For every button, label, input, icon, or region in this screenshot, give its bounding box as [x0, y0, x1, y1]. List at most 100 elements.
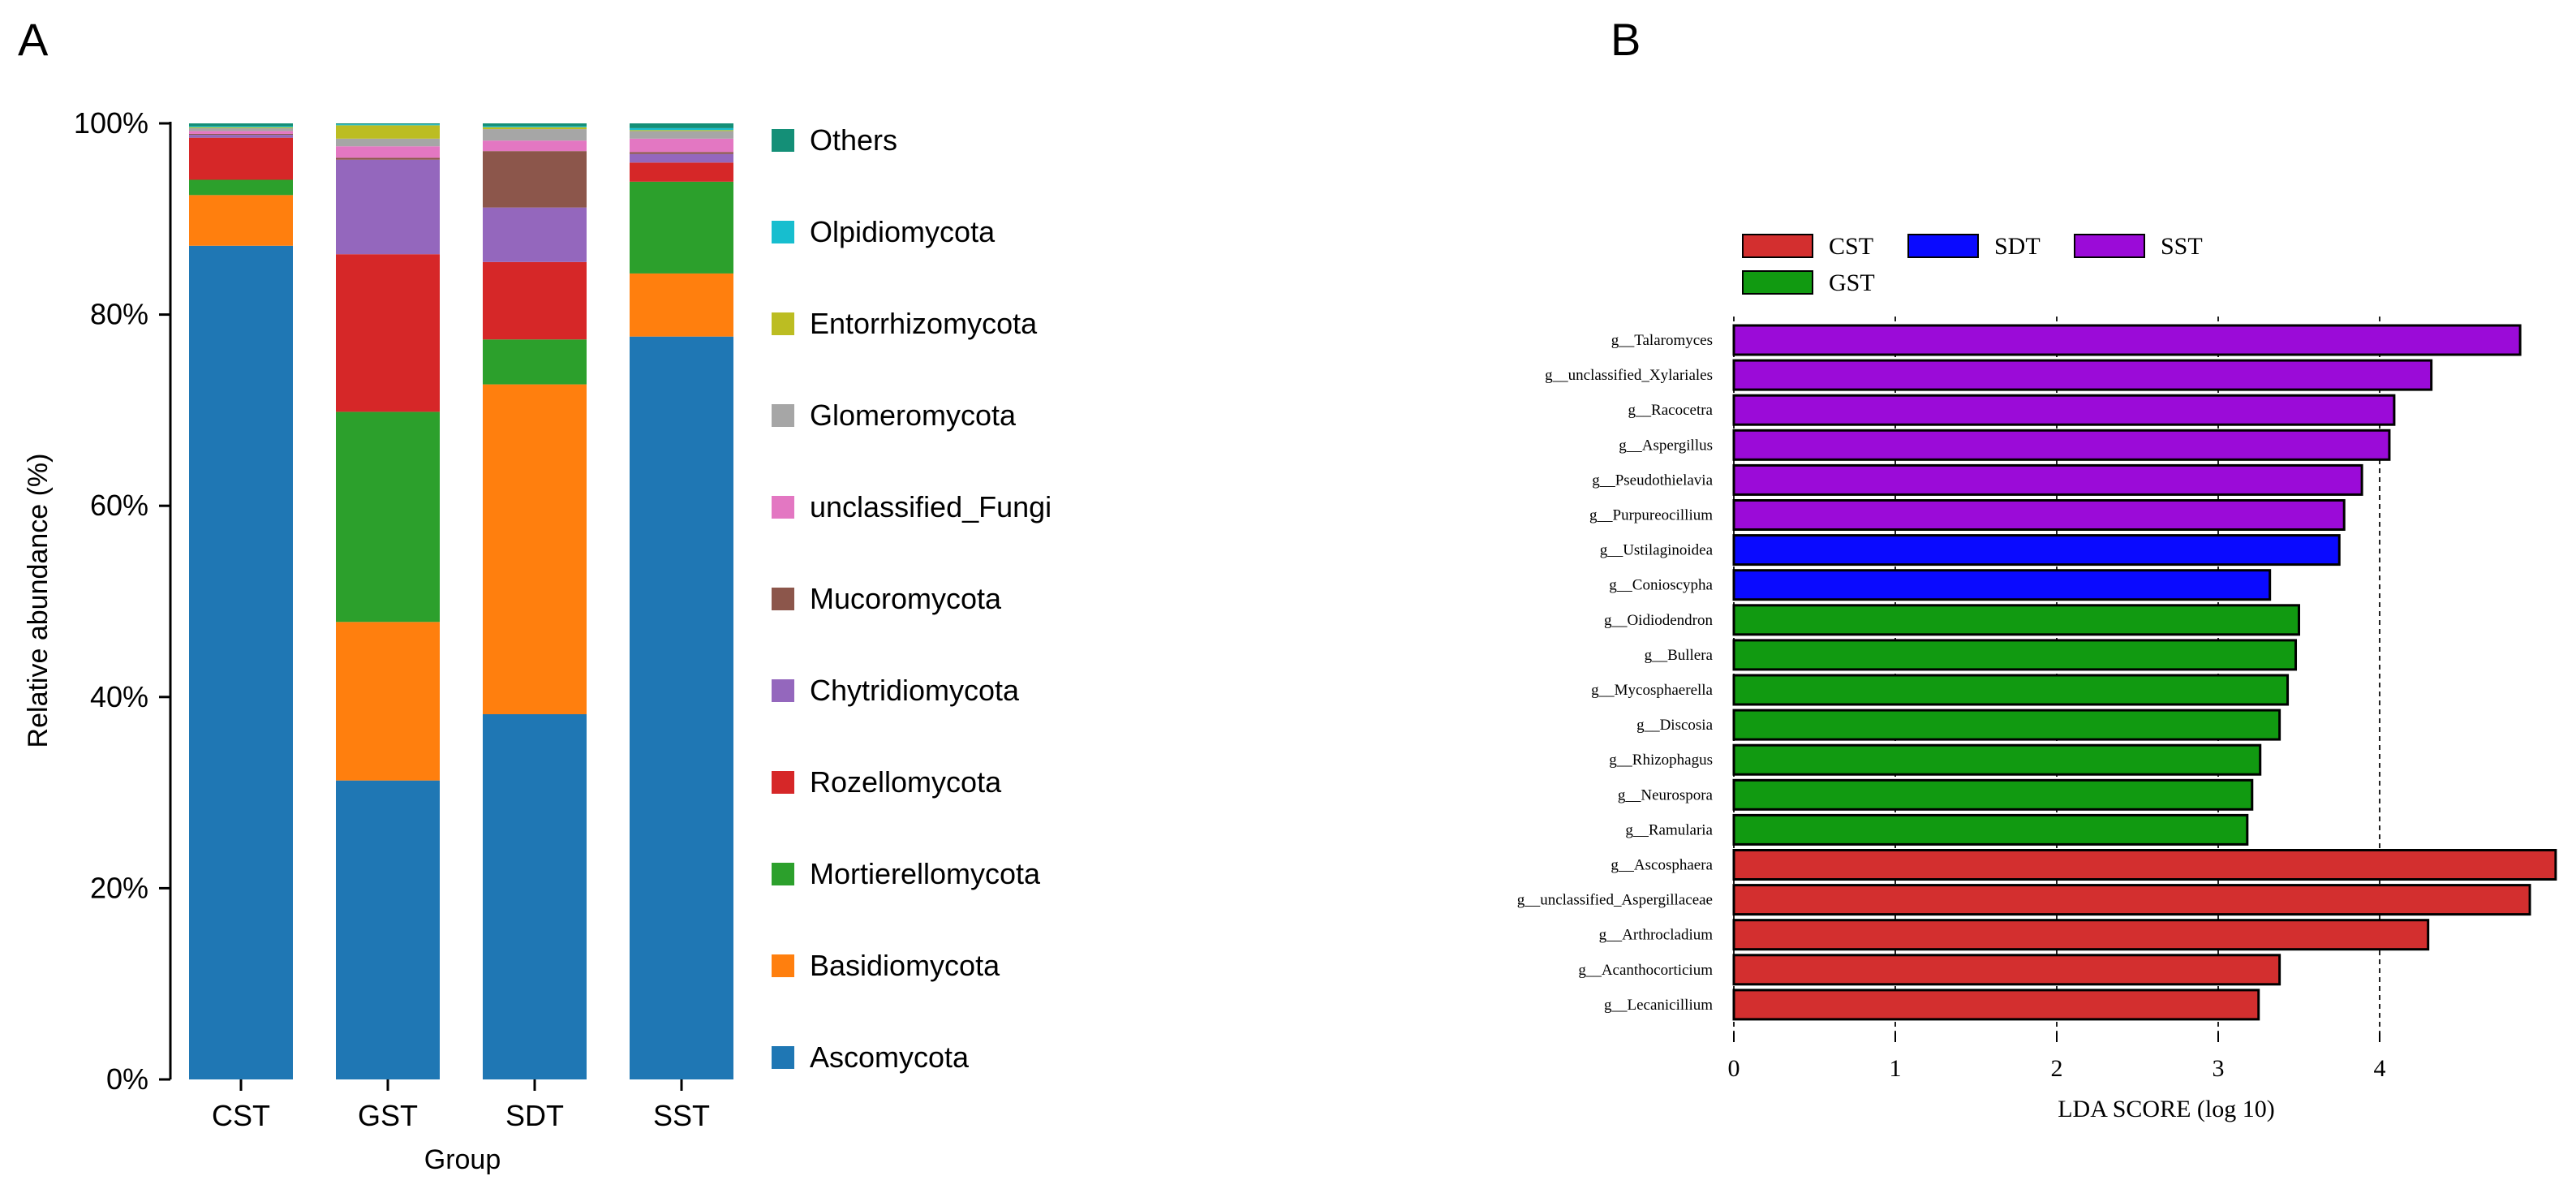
- bar-segment-sdt-rozellomycota: [483, 261, 587, 340]
- legend: CST SDT SST GST: [1742, 233, 2203, 296]
- lda-bar-unclassified_aspergillaceae: [1732, 884, 2531, 916]
- legend-label: Others: [810, 123, 897, 157]
- bar-segment-sst-unclassified_fungi: [630, 138, 733, 153]
- bar-segment-sst-others: [630, 123, 733, 128]
- taxon-label: g__Mycosphaerella: [1591, 682, 1713, 699]
- x-tick-label: CST: [212, 1099, 270, 1132]
- legend-swatch: [772, 221, 794, 243]
- bar-segment-sdt-basidiomycota: [483, 384, 587, 715]
- x-tick-label: 3: [2213, 1055, 2225, 1082]
- bar-segment-gst-olpidiomycota: [336, 124, 440, 126]
- lda-bar-discosia: [1732, 709, 2281, 741]
- taxon-label: g__Oidiodendron: [1604, 612, 1714, 629]
- bar-segment-sdt-chytridiomycota: [483, 207, 587, 262]
- legend-swatch: [772, 954, 794, 977]
- y-tick-label: 60%: [90, 489, 148, 522]
- bar-segment-cst-glomeromycota: [189, 127, 293, 131]
- lda-bar-pseudothielavia: [1732, 463, 2363, 496]
- lda-bar-racocetra: [1732, 394, 2396, 426]
- taxon-label: g__unclassified_Aspergillaceae: [1517, 892, 1713, 909]
- stacked-bar-chart: 0% 20% 40% 60% 80% 100% CST GST SDT SST Group Re…: [23, 106, 1051, 1175]
- legend-label: unclassified_Fungi: [810, 490, 1051, 523]
- bar-segment-sdt-mucoromycota: [483, 151, 587, 208]
- legend-swatch: [772, 771, 794, 794]
- legend-label: Ascomycota: [810, 1040, 970, 1074]
- x-axis-title: LDA SCORE (log 10): [2058, 1096, 2275, 1122]
- legend-swatch: [772, 129, 794, 152]
- bar-segment-cst-ascomycota: [189, 245, 293, 1080]
- bar-segment-gst-unclassified_fungi: [336, 146, 440, 158]
- y-tick-label: 0%: [106, 1062, 148, 1096]
- x-ticks: 0 1 2 3 4: [1728, 1032, 2386, 1082]
- x-tick-label: 4: [2374, 1055, 2386, 1082]
- lda-bar-mycosphaerella: [1732, 674, 2290, 706]
- bar-segment-cst-mucoromycota: [189, 133, 293, 136]
- bar-segment-sdt-entorrhizomycota: [483, 127, 587, 130]
- bar-segment-sst-mucoromycota: [630, 152, 733, 154]
- legend-label: Basidiomycota: [810, 949, 1000, 982]
- lda-bar-chart: g__Talaromyces g__unclassified_Xylariales…: [1517, 233, 2557, 1122]
- legend-label: SST: [2161, 233, 2203, 260]
- lda-bar-acanthocorticium: [1732, 954, 2281, 986]
- bar-segment-cst-others: [189, 123, 293, 127]
- legend-label: Chytridiomycota: [810, 674, 1020, 707]
- bar-segment-cst-mortierellomycota: [189, 179, 293, 196]
- bar-segment-sst-glomeromycota: [630, 131, 733, 139]
- bar-segment-gst-entorrhizomycota: [336, 125, 440, 139]
- legend-label: Entorrhizomycota: [810, 307, 1038, 340]
- legend-label: GST: [1829, 269, 1875, 296]
- panel-b-label: B: [1611, 14, 1641, 65]
- taxon-label: g__Purpureocillium: [1589, 507, 1713, 524]
- legend-swatch: [2074, 234, 2145, 258]
- legend-swatch: [772, 312, 794, 335]
- taxon-label: g__Ascosphaera: [1611, 857, 1713, 874]
- stacked-bars: [189, 123, 733, 1080]
- taxon-label: g__Ramularia: [1625, 821, 1713, 838]
- lda-bar-rhizophagus: [1732, 743, 2262, 776]
- x-tick-label: 2: [2051, 1055, 2063, 1082]
- lda-bar-bullera: [1732, 639, 2298, 671]
- x-tick-label: GST: [358, 1099, 418, 1132]
- legend-label: Mortierellomycota: [810, 857, 1041, 890]
- bar-segment-gst-mucoromycota: [336, 157, 440, 160]
- taxon-label: g__Neurospora: [1618, 786, 1714, 803]
- legend-swatch: [772, 588, 794, 610]
- bar-segment-gst-mortierellomycota: [336, 411, 440, 623]
- bar-segment-gst-ascomycota: [336, 780, 440, 1079]
- legend-swatch: [1907, 234, 1979, 258]
- bar-segment-gst-basidiomycota: [336, 622, 440, 781]
- lda-bar-unclassified_xylariales: [1732, 359, 2433, 391]
- lda-bar-ramularia: [1732, 813, 2249, 846]
- taxon-label: g__Racocetra: [1628, 402, 1714, 419]
- x-tick-label: 1: [1890, 1055, 1902, 1082]
- bar-segment-sdt-others: [483, 123, 587, 127]
- lda-bar-lecanicillium: [1732, 989, 2260, 1021]
- legend: Others Olpidiomycota Entorrhizomycota Glome…: [772, 123, 1051, 1074]
- bar-segment-gst-chytridiomycota: [336, 159, 440, 255]
- y-ticks: 0% 20% 40% 60% 80% 100%: [74, 106, 170, 1096]
- x-tick-label: 0: [1728, 1055, 1740, 1082]
- bar-segment-cst-entorrhizomycota: [189, 127, 293, 128]
- bar-segment-cst-chytridiomycota: [189, 135, 293, 138]
- bar-segment-gst-rozellomycota: [336, 254, 440, 412]
- legend-swatch: [772, 863, 794, 885]
- bar-segment-cst-rozellomycota: [189, 137, 293, 180]
- legend-swatch: [772, 404, 794, 427]
- bar-segment-sst-rozellomycota: [630, 162, 733, 182]
- legend-label: CST: [1829, 233, 1873, 260]
- taxon-label: g__Ustilaginoidea: [1600, 542, 1714, 559]
- bar-segment-gst-glomeromycota: [336, 138, 440, 147]
- x-axis-title: Group: [424, 1144, 501, 1175]
- taxon-label: g__unclassified_Xylariales: [1545, 367, 1713, 384]
- x-tick-label: SDT: [505, 1099, 564, 1132]
- lda-bar-talaromyces: [1732, 324, 2522, 356]
- bar-segment-cst-basidiomycota: [189, 195, 293, 246]
- bar-segment-sdt-unclassified_fungi: [483, 140, 587, 152]
- taxon-label: g__Lecanicillium: [1604, 997, 1713, 1014]
- taxon-label: g__Pseudothielavia: [1592, 472, 1713, 489]
- taxon-label: g__Aspergillus: [1619, 437, 1713, 454]
- bar-segment-sdt-ascomycota: [483, 714, 587, 1079]
- bar-segment-sst-olpidiomycota: [630, 127, 733, 131]
- y-axis-title: Relative abundance (%): [23, 454, 54, 748]
- bar-segment-sdt-mortierellomycota: [483, 339, 587, 385]
